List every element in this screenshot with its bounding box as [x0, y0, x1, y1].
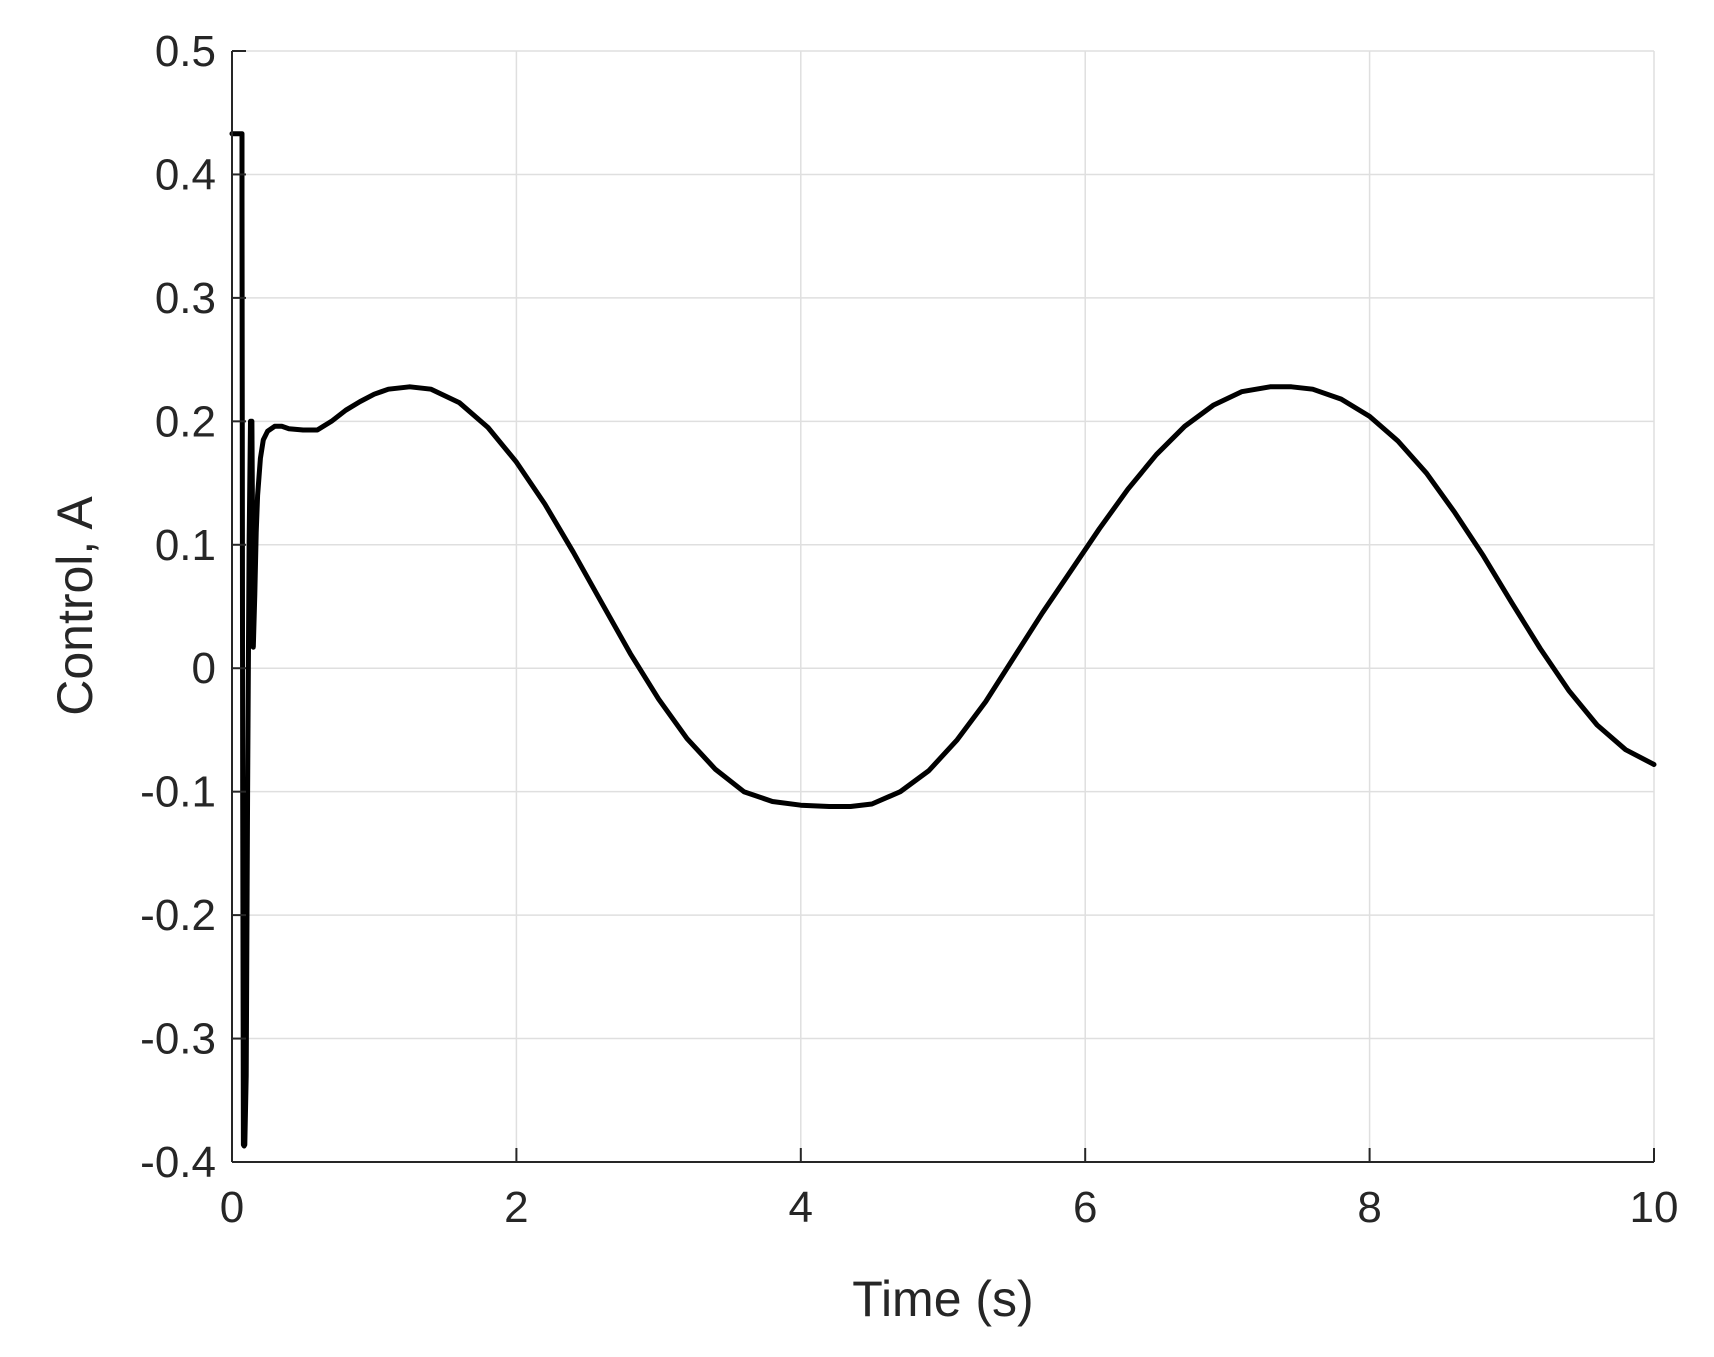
- x-tick-label: 8: [1357, 1183, 1381, 1232]
- x-tick-label: 6: [1073, 1183, 1097, 1232]
- x-tick-label: 4: [789, 1183, 813, 1232]
- y-tick-label: -0.2: [140, 891, 216, 940]
- y-tick-label: -0.1: [140, 768, 216, 817]
- y-tick-label: 0.4: [155, 150, 216, 199]
- y-tick-label: 0.1: [155, 521, 216, 570]
- y-axis-label: Control, A: [47, 496, 103, 716]
- x-tick-label: 0: [220, 1183, 244, 1232]
- y-tick-label: -0.4: [140, 1138, 216, 1187]
- series-layer: [229, 131, 1657, 1149]
- series-line: [229, 131, 1657, 1149]
- y-tick-label: 0.3: [155, 274, 216, 323]
- x-tick-label: 2: [504, 1183, 528, 1232]
- grid: [231, 50, 1655, 1163]
- x-axis-label: Time (s): [852, 1271, 1033, 1327]
- y-tick-label: -0.3: [140, 1015, 216, 1064]
- plot-area: [232, 51, 1654, 1162]
- y-tick-label: 0: [192, 644, 216, 693]
- axes: [231, 50, 1655, 1163]
- x-tick-label: 10: [1630, 1183, 1679, 1232]
- y-tick-label: 0.5: [155, 27, 216, 76]
- tick-labels: 0 2 4 6 8 10 -0.4 -0.3 -0.2 -0.1 0 0.1 0.2 0.3 0.4 0.5: [140, 27, 1678, 1232]
- y-tick-label: 0.2: [155, 397, 216, 446]
